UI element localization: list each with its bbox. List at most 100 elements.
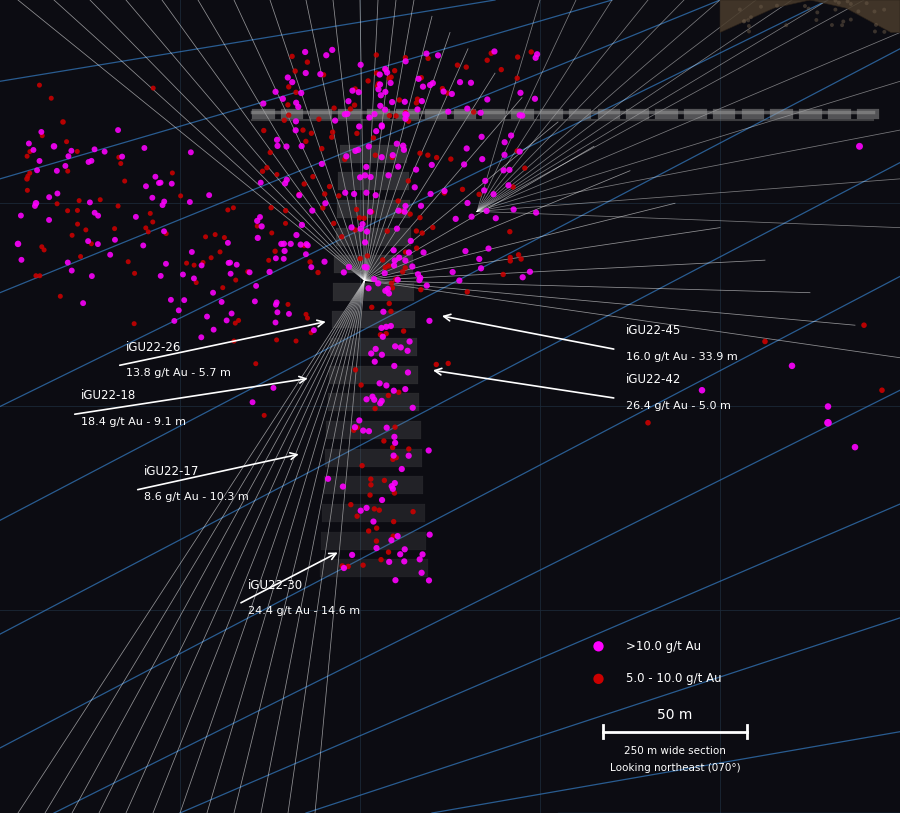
Point (262, 254, 276, 267)
Point (316, 202, 330, 215)
Point (341, 94, 356, 107)
Point (877, 3, 891, 16)
Point (512, 145, 526, 158)
Point (11, 237, 25, 250)
Point (374, 553, 388, 566)
Point (344, 498, 358, 511)
Point (421, 444, 436, 457)
Point (423, 188, 437, 201)
Point (257, 409, 272, 422)
Point (248, 295, 262, 308)
Point (32, 154, 47, 167)
Point (436, 85, 451, 98)
Point (363, 205, 377, 218)
Point (346, 85, 360, 98)
Point (441, 105, 455, 118)
Point (363, 489, 377, 502)
Point (265, 227, 279, 240)
Point (374, 150, 389, 163)
Point (347, 98, 362, 111)
Point (136, 239, 150, 252)
Point (373, 68, 387, 81)
Point (386, 515, 400, 528)
Point (758, 335, 772, 348)
Point (249, 280, 264, 293)
Point (388, 420, 402, 433)
Point (299, 248, 313, 261)
Point (72, 194, 86, 207)
Bar (328, 393, 419, 411)
Point (477, 184, 491, 197)
Point (391, 273, 405, 286)
Point (256, 124, 271, 137)
Point (378, 63, 392, 76)
Point (47, 140, 61, 153)
Point (360, 250, 374, 263)
Point (322, 180, 337, 193)
Point (301, 311, 315, 324)
Point (294, 140, 309, 153)
Bar (482, 109, 505, 119)
Point (378, 285, 392, 298)
Point (64, 144, 78, 157)
Point (78, 224, 93, 237)
Point (248, 357, 263, 370)
Point (388, 437, 402, 450)
Point (242, 266, 256, 279)
Text: iGU22-45: iGU22-45 (626, 324, 680, 337)
Text: 50 m: 50 m (657, 708, 693, 722)
Point (269, 298, 284, 311)
Point (399, 199, 413, 212)
Point (269, 252, 284, 265)
Point (487, 45, 501, 58)
Point (87, 207, 102, 220)
Point (194, 331, 209, 344)
Point (398, 107, 412, 120)
Point (217, 231, 231, 244)
Point (208, 228, 222, 241)
Point (177, 293, 192, 307)
Point (355, 459, 369, 472)
Point (221, 256, 236, 269)
Point (315, 158, 329, 171)
Point (437, 186, 452, 199)
Point (14, 209, 28, 222)
Point (289, 96, 303, 109)
Point (361, 75, 375, 88)
Point (65, 228, 79, 241)
Point (339, 150, 354, 163)
Point (397, 143, 411, 156)
Point (398, 261, 412, 274)
Point (398, 383, 412, 396)
Point (32, 79, 47, 92)
Point (338, 153, 352, 166)
Point (695, 384, 709, 397)
Point (506, 180, 520, 193)
Point (828, 3, 842, 16)
Point (397, 555, 411, 568)
Point (58, 159, 73, 172)
Point (350, 127, 365, 140)
Text: 26.4 g/t Au - 5.0 m: 26.4 g/t Au - 5.0 m (626, 401, 731, 411)
Point (446, 266, 460, 279)
Point (387, 486, 401, 499)
Point (44, 92, 58, 105)
Point (361, 282, 375, 295)
Point (797, 0, 812, 12)
Point (277, 245, 292, 258)
Point (220, 314, 234, 327)
Point (327, 217, 341, 230)
Text: >10.0 g/t Au: >10.0 g/t Au (626, 640, 700, 653)
Point (354, 222, 368, 235)
Point (153, 176, 167, 189)
Point (754, 0, 769, 13)
Point (392, 204, 406, 217)
Point (422, 315, 436, 328)
Point (60, 204, 75, 217)
Point (406, 505, 420, 518)
Point (426, 221, 440, 234)
Point (398, 95, 412, 108)
Point (382, 109, 397, 122)
Point (385, 281, 400, 294)
Point (821, 400, 835, 413)
